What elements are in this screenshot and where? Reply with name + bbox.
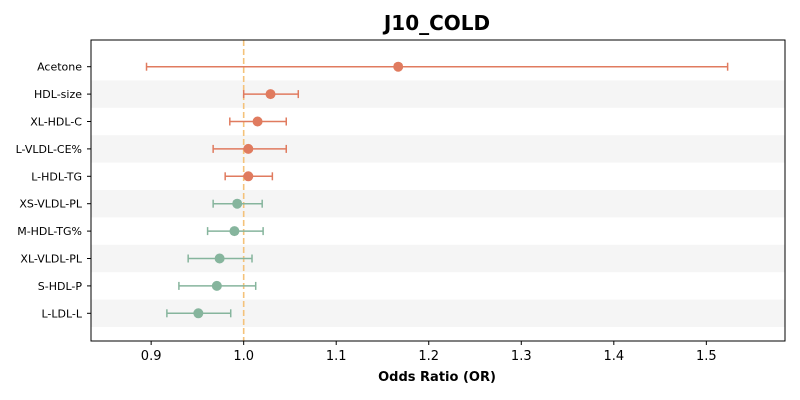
- forest-row: [206, 226, 264, 237]
- x-axis-ticks: 0.9 1.0 1.1 1.2 1.3 1.4 1.5: [141, 341, 717, 364]
- forest-row: [178, 280, 257, 291]
- category-label: M-HDL-TG%: [17, 225, 82, 238]
- row-band: [91, 80, 785, 108]
- category-label: L-LDL-L: [41, 307, 82, 320]
- chart-title: J10_COLD: [382, 11, 490, 35]
- x-tick-label: 1.3: [511, 349, 532, 364]
- x-axis-label: Odds Ratio (OR): [378, 370, 496, 385]
- x-tick-label: 1.2: [418, 349, 439, 364]
- forest-row: [187, 253, 253, 264]
- odds-ratio-point: [252, 116, 263, 127]
- forest-row: [166, 308, 232, 319]
- x-tick-label: 1.4: [603, 349, 624, 364]
- odds-ratio-point: [229, 226, 240, 237]
- row-band: [91, 135, 785, 163]
- category-label: XS-VLDL-PL: [19, 198, 83, 211]
- category-label: XL-HDL-C: [30, 116, 82, 129]
- forest-row: [212, 198, 263, 209]
- category-label: L-VLDL-CE%: [16, 143, 82, 156]
- forest-row: [145, 61, 729, 72]
- x-tick-label: 1.0: [233, 349, 254, 364]
- odds-ratio-point: [211, 280, 222, 291]
- row-bands: [91, 80, 785, 327]
- forest-row: [212, 143, 287, 154]
- category-label: S-HDL-P: [38, 280, 83, 293]
- x-tick-label: 1.5: [696, 349, 717, 364]
- odds-ratio-point: [193, 308, 204, 319]
- odds-ratio-point: [232, 198, 243, 209]
- category-labels: Acetone HDL-size XL-HDL-C L-VLDL-CE% L-HDL-T…: [16, 61, 91, 320]
- odds-ratio-point: [393, 61, 404, 72]
- odds-ratio-point: [243, 143, 254, 154]
- odds-ratio-point: [214, 253, 225, 264]
- plot-frame: [90, 39, 786, 342]
- forest-row: [229, 116, 287, 127]
- odds-ratio-point: [265, 89, 276, 100]
- forest-row: [242, 89, 300, 100]
- data-marks: [145, 61, 729, 319]
- category-label: Acetone: [37, 61, 82, 74]
- row-band: [91, 190, 785, 218]
- odds-ratio-point: [243, 171, 254, 182]
- x-tick-label: 0.9: [141, 349, 162, 364]
- category-label: XL-VLDL-PL: [20, 253, 82, 266]
- category-label: HDL-size: [34, 88, 82, 101]
- forest-row: [224, 171, 274, 182]
- x-tick-label: 1.1: [326, 349, 347, 364]
- category-label: L-HDL-TG: [31, 170, 82, 183]
